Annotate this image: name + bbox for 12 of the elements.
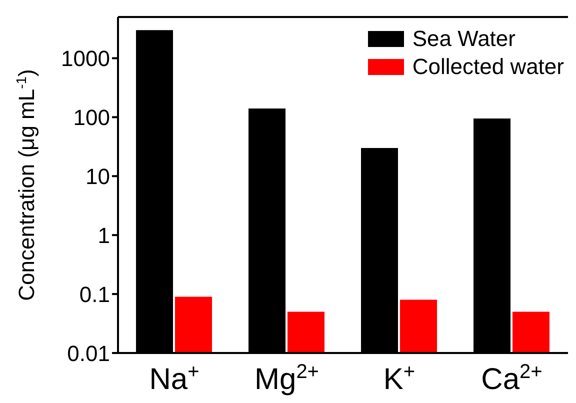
legend-label: Collected water xyxy=(412,54,564,80)
x-tick-label: K$^{+}$ xyxy=(383,361,416,396)
x-tick-label: Ca$^{2+}$ xyxy=(481,361,542,396)
y-tick-label: 0.1 xyxy=(79,282,110,307)
x-tick-label: Mg$^{2+}$ xyxy=(254,361,319,396)
y-tick-label: 1000 xyxy=(61,46,110,72)
y-tick-label: 0.01 xyxy=(67,340,110,366)
y-tick-label: 10 xyxy=(86,164,110,189)
y-tick-label: 100 xyxy=(73,104,110,130)
legend-label: Sea Water xyxy=(412,26,516,52)
x-tick-label: Na$^{+}$ xyxy=(149,361,200,396)
y-tick-label: 1 xyxy=(98,222,110,248)
